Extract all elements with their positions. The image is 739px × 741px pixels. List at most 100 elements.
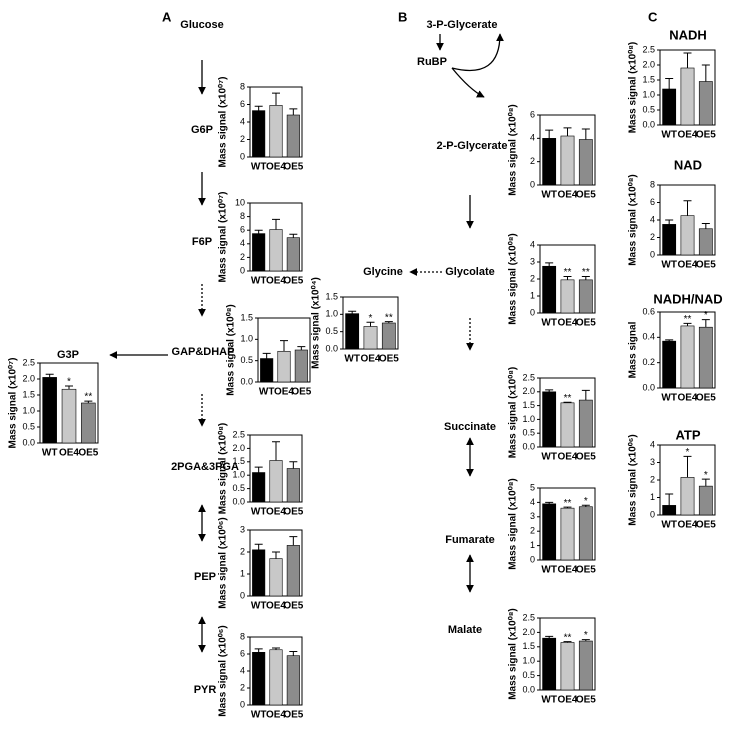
y-tick-label: 0.0 [522,441,535,451]
bar [286,237,300,272]
y-tick-label: 0.0 [240,376,253,386]
error-bar [262,352,271,359]
y-tick-label: 0 [240,265,245,275]
y-axis-label: Mass signal (x10⁰⁶) [218,517,229,608]
bar [698,81,713,126]
y-axis-label: Mass signal (x10⁰⁸) [508,233,519,325]
x-tick-label: OE5 [576,452,596,463]
error-bar [563,641,572,643]
y-tick-label: 1 [650,492,655,502]
error-bar [563,401,572,403]
panel-label: A [162,9,172,24]
error-bar [289,536,298,546]
error-bar [581,128,590,140]
error-bar [289,233,298,238]
y-tick-label: 1.5 [325,291,338,301]
x-tick-label: WT [344,354,360,365]
error-bar [254,466,263,473]
x-tick-label: WT [259,387,275,398]
y-tick-label: 0.0 [232,496,245,506]
x-tick-label: OE5 [696,260,716,271]
chart-title: PYR [194,684,217,696]
y-tick-label: 8 [240,81,245,91]
y-axis-label: Mass signal (x10⁰⁸) [218,423,229,515]
y-axis-label: Mass signal (x10⁰⁷) [218,77,229,168]
chart-title: Malate [448,624,482,636]
y-tick-label: 0.5 [325,326,338,336]
x-tick-label: OE5 [696,393,716,404]
x-tick-label: WT [251,162,267,173]
y-tick-label: 2.0 [22,373,35,383]
bar [542,503,557,561]
error-bar [701,223,710,229]
error-bar [545,262,554,267]
error-bar [254,229,263,234]
x-tick-label: WT [541,452,557,463]
x-tick-label: OE4 [677,393,697,404]
bar [260,358,274,383]
y-tick-label: 4 [240,116,245,126]
y-tick-label: 0 [530,179,535,189]
y-tick-label: 4 [650,214,655,224]
y-axis-label: Mass signal [628,321,639,378]
significance-mark: * [67,377,71,388]
error-bar [272,647,280,650]
y-tick-label: 4 [530,239,535,249]
error-bar [254,105,263,111]
y-tick-label: 2.0 [522,627,535,637]
y-tick-label: 2.5 [22,357,35,367]
bar [680,215,695,256]
error-bar [384,321,393,323]
error-bar [701,319,710,328]
bar [680,477,695,516]
error-bar [272,218,280,230]
chart-title: Succinate [444,421,496,433]
error-bar [683,322,692,326]
y-tick-label: 0 [240,699,245,709]
error-bar [545,635,554,639]
significance-mark: ** [84,392,92,403]
y-tick-label: 2 [650,474,655,484]
y-axis-label: Mass signal (x10⁰⁶) [218,625,229,716]
y-tick-label: 2 [530,526,535,536]
bar [578,399,593,448]
chart-title: ATP [675,427,700,442]
y-tick-label: 0.0 [325,343,338,353]
bar [578,279,593,314]
significance-mark: ** [385,312,393,323]
y-tick-label: 4 [530,497,535,507]
bar [662,224,677,256]
y-tick-label: 4 [240,665,245,675]
y-tick-label: 2 [650,232,655,242]
bar [662,505,677,516]
y-tick-label: 3 [530,256,535,266]
y-tick-label: 1.0 [325,309,338,319]
significance-mark: * [584,496,588,507]
y-tick-label: 0.5 [232,483,245,493]
error-bar [683,200,692,216]
significance-mark: ** [684,314,692,325]
error-bar [545,129,554,139]
y-tick-label: 1.0 [522,414,535,424]
error-bar [254,543,263,550]
y-tick-label: 6 [240,225,245,235]
x-tick-label: OE4 [677,520,697,531]
chart-title: Glycine [363,266,403,278]
bar [680,67,695,126]
x-tick-label: WT [251,507,267,518]
y-axis-label: Mass signal (x10⁰⁷) [8,358,19,449]
x-tick-label: OE4 [266,601,286,612]
x-tick-label: WT [251,276,267,287]
y-tick-label: 6 [240,648,245,658]
error-bar [563,275,572,280]
y-tick-label: 1.5 [22,389,35,399]
y-tick-label: 0.2 [642,357,655,367]
x-tick-label: WT [251,601,267,612]
error-bar [563,127,572,136]
error-bar [272,551,280,559]
x-tick-label: OE5 [283,162,303,173]
bar [578,640,593,691]
y-tick-label: 1.5 [240,312,253,322]
y-tick-label: 0.0 [22,437,35,447]
